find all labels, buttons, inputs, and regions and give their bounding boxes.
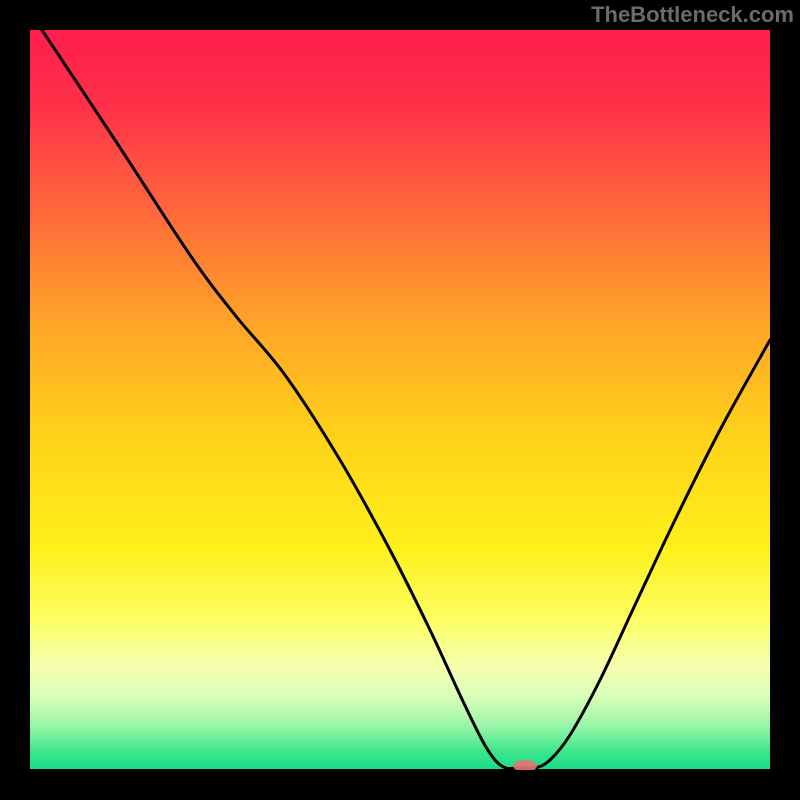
optimal-marker <box>513 760 537 772</box>
gradient-background <box>30 30 770 770</box>
bottleneck-chart <box>0 0 800 800</box>
chart-stage: { "attribution": { "text": "TheBottlenec… <box>0 0 800 800</box>
